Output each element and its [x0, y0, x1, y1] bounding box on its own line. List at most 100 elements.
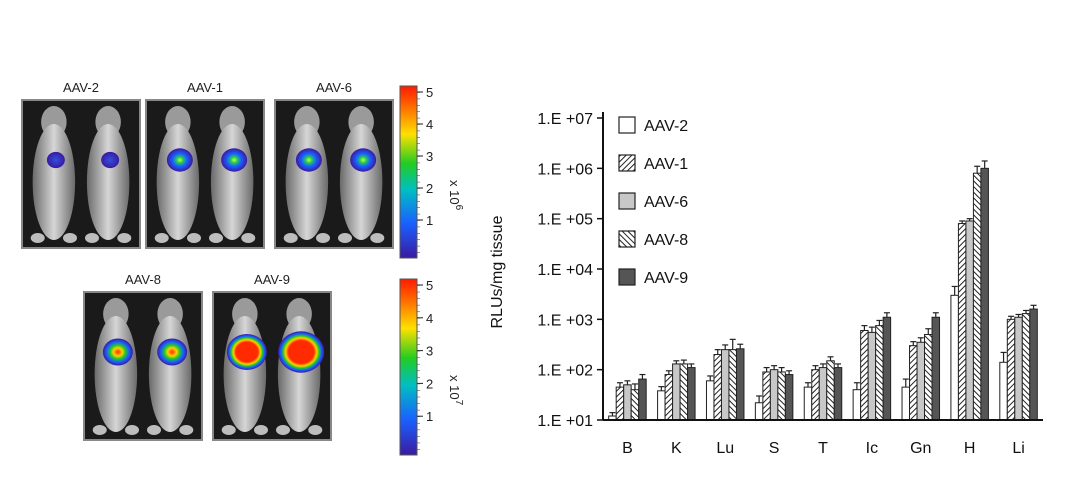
colorbar-multiplier: x 10: [447, 375, 462, 400]
mouse-body: [148, 316, 192, 432]
bar: [672, 363, 681, 421]
panel-label: AAV-8: [125, 272, 161, 287]
axes: [602, 112, 1043, 421]
bar: [867, 331, 877, 421]
bar: [833, 367, 843, 421]
luminescence-signal: [101, 151, 120, 169]
bar: [657, 390, 666, 421]
mouse-body: [339, 124, 383, 240]
mouse-foot: [179, 425, 194, 435]
mouse-foot: [316, 233, 331, 243]
legend-label: AAV-9: [644, 270, 688, 287]
imaging-panel: AAV-1: [145, 80, 265, 249]
panel-label: AAV-1: [187, 80, 223, 95]
x-tick-label: Li: [1012, 440, 1024, 457]
luminescence-signal: [350, 148, 377, 172]
mouse-foot: [63, 233, 78, 243]
colorbar-unit: x 107: [447, 375, 464, 406]
colorbar-tick-label: 1: [426, 213, 433, 228]
bar: [754, 402, 764, 421]
bar: [679, 363, 689, 421]
bar: [999, 361, 1008, 421]
colorbar-tick-label: 1: [426, 409, 433, 424]
legend-swatch: [618, 192, 636, 210]
mouse-foot: [221, 425, 236, 435]
mouse-silhouette: [146, 298, 194, 435]
legend-label: AAV-1: [644, 156, 688, 173]
bar: [1021, 313, 1031, 421]
mouse-silhouette: [283, 106, 331, 243]
x-axis-ticks: B K Lu S T Ic Gn H Li: [622, 440, 1025, 457]
bar: [623, 384, 632, 421]
mouse-foot: [254, 425, 269, 435]
bar: [762, 371, 771, 421]
bars: [608, 160, 1038, 421]
mouse-body: [156, 124, 200, 240]
mouse-body: [285, 124, 329, 240]
panel-label: AAV-2: [63, 80, 99, 95]
bar: [882, 316, 892, 421]
luminescence-signal: [102, 338, 133, 366]
mouse-foot: [84, 233, 99, 243]
bar: [687, 367, 696, 421]
mouse-silhouette: [221, 298, 269, 435]
colorbar-tick-label: 4: [426, 117, 433, 132]
bar: [909, 345, 918, 421]
colorbar-tick-label: 5: [426, 85, 433, 100]
bar: [860, 329, 869, 421]
bar: [803, 386, 813, 421]
mouse-foot: [117, 233, 132, 243]
bar: [735, 348, 745, 421]
mouse-foot: [370, 233, 385, 243]
bar-chart: RLUs/mg tissue 1.E +011.E +021.E +031.E …: [489, 111, 1043, 457]
colorbar-exponent: 7: [453, 400, 464, 406]
mouse-silhouette: [337, 106, 385, 243]
colorbar-tick-label: 3: [426, 149, 433, 164]
imaging-panel: AAV-2: [21, 80, 141, 249]
panel-label: AAV-6: [316, 80, 352, 95]
luminescence-signal: [226, 334, 267, 370]
mouse-foot: [337, 233, 352, 243]
bar: [811, 369, 820, 421]
mouse-foot: [125, 425, 140, 435]
imaging-panels: AAV-2 AAV-1 AAV-6 AAV-8 AAV-9: [21, 80, 394, 441]
legend-swatch: [618, 230, 636, 248]
mouse-silhouette: [208, 106, 256, 243]
colorbar-tick-label: 4: [426, 311, 433, 326]
bar: [1006, 318, 1016, 421]
bar: [931, 316, 941, 421]
bar: [950, 294, 959, 421]
x-tick-label: K: [671, 440, 682, 457]
legend-swatch: [618, 116, 636, 134]
mouse-body: [223, 316, 267, 432]
mouse-foot: [146, 425, 161, 435]
legend-label: AAV-8: [644, 232, 688, 249]
x-tick-label: S: [769, 440, 780, 457]
mouse-foot: [275, 425, 290, 435]
x-tick-label: Gn: [910, 440, 931, 457]
mouse-foot: [154, 233, 169, 243]
y-tick-label: 1.E +03: [537, 312, 593, 329]
bar: [664, 374, 674, 421]
mouse-foot: [30, 233, 45, 243]
bar: [720, 349, 730, 421]
x-tick-label: B: [622, 440, 633, 457]
bar: [713, 354, 722, 421]
imaging-panel: AAV-9: [212, 272, 332, 441]
luminescence-signal: [166, 148, 193, 172]
x-tick-label: T: [818, 440, 828, 457]
luminescence-signal: [295, 148, 322, 172]
colorbar-tick-label: 2: [426, 376, 433, 391]
colorbar-tick-label: 5: [426, 278, 433, 293]
colorbar-tick-label: 3: [426, 344, 433, 359]
y-tick-label: 1.E +02: [537, 363, 593, 380]
bar: [980, 167, 989, 421]
bar: [924, 333, 933, 421]
legend-label: AAV-6: [644, 194, 688, 211]
mouse-foot: [241, 233, 256, 243]
y-tick-label: 1.E +04: [537, 262, 593, 279]
luminescence-signal: [221, 148, 248, 172]
imaging-panel: AAV-8: [83, 272, 203, 441]
y-tick-label: 1.E +07: [537, 111, 593, 128]
